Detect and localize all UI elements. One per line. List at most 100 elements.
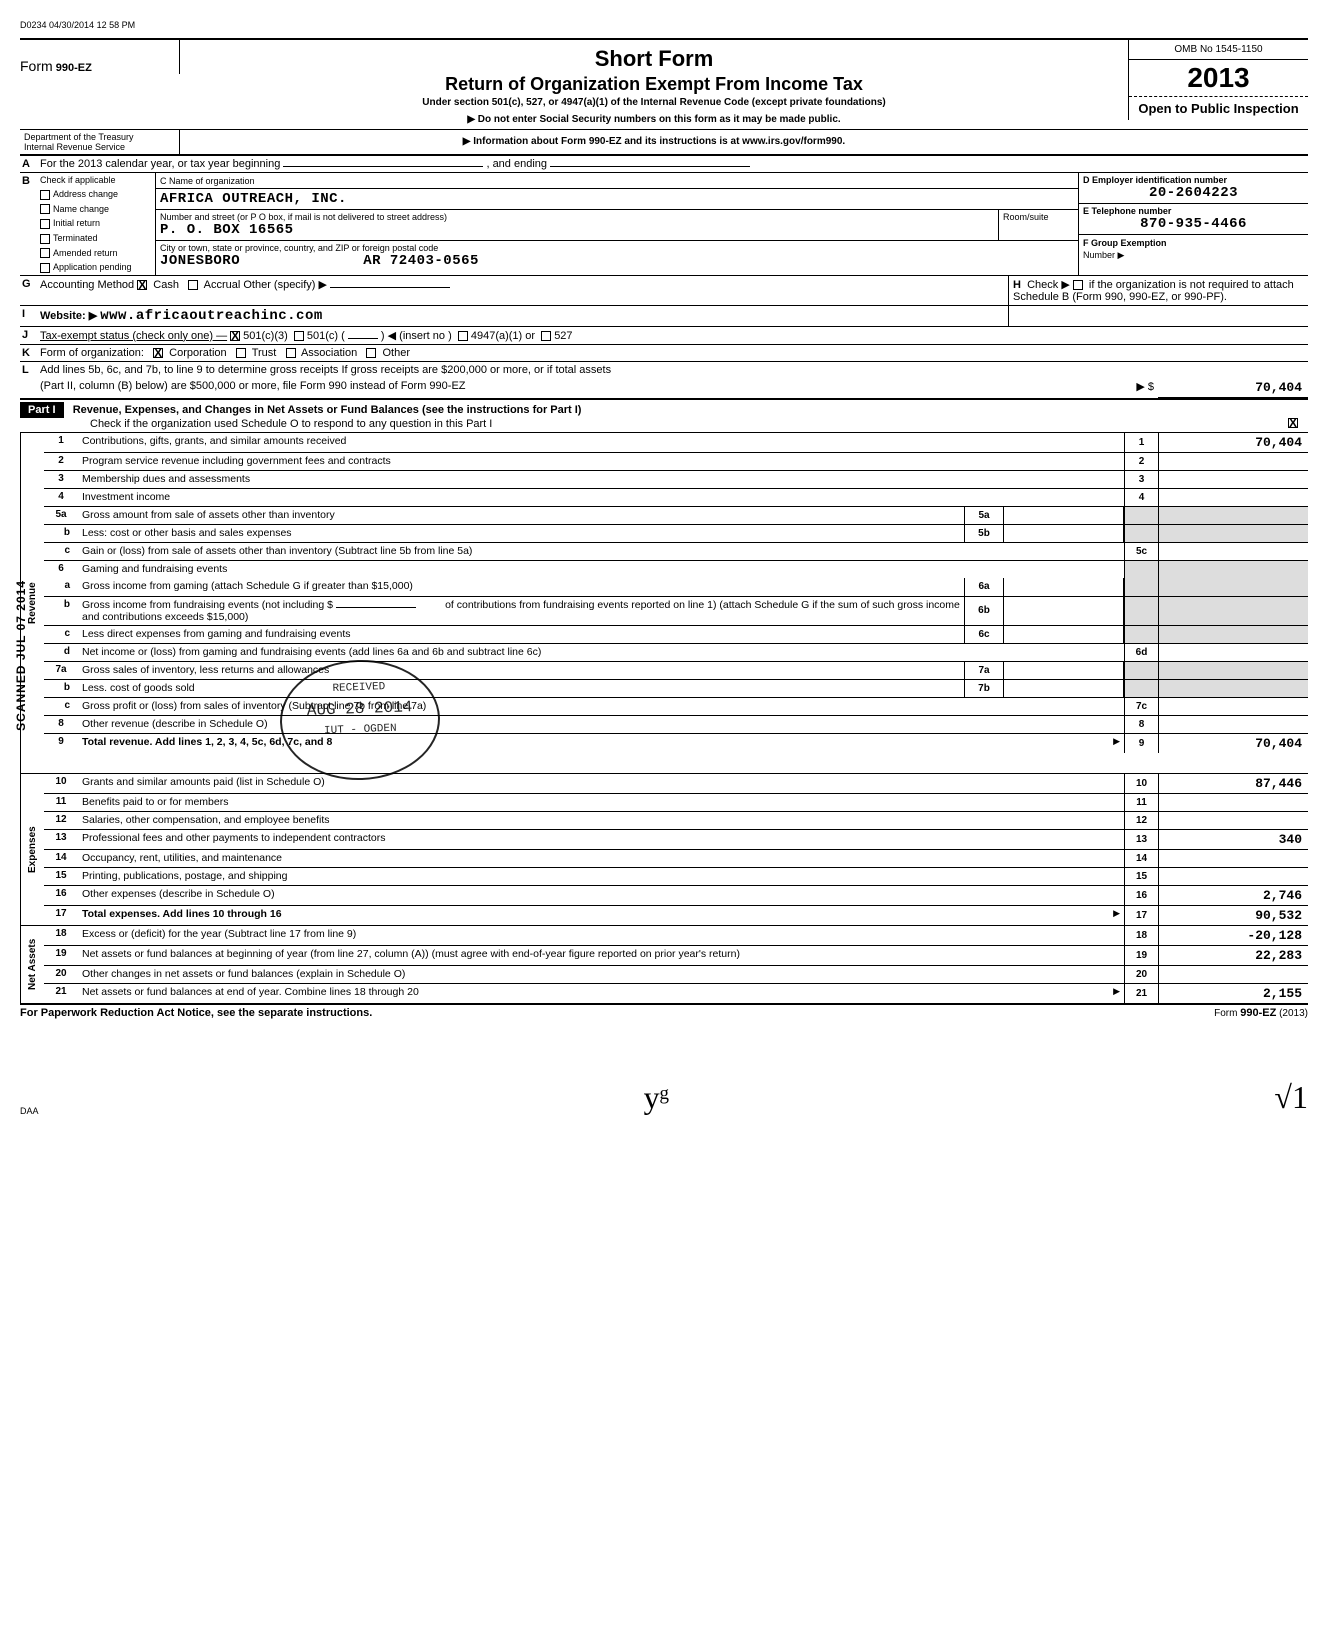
chk-other-org[interactable]	[366, 348, 376, 358]
l2-nb: 2	[1124, 453, 1158, 470]
l18-nb: 18	[1124, 926, 1158, 945]
lbl-insert-no: ) ◀ (insert no )	[381, 330, 452, 342]
l18-val: -20,128	[1158, 926, 1308, 945]
l5a-m: 5a	[964, 507, 1004, 524]
l13-nb: 13	[1124, 830, 1158, 849]
l17-val: 90,532	[1158, 906, 1308, 925]
form-prefix: Form	[20, 58, 53, 74]
l6d-val	[1158, 644, 1308, 661]
l17-nb: 17	[1124, 906, 1158, 925]
l6a-mv[interactable]	[1004, 578, 1124, 596]
l8-nb: 8	[1124, 716, 1158, 733]
lbl-501c3: 501(c)(3)	[243, 330, 288, 342]
l19-desc: Net assets or fund balances at beginning…	[78, 946, 1124, 965]
l2-desc: Program service revenue including govern…	[78, 453, 1124, 470]
l5c-nb: 5c	[1124, 543, 1158, 560]
l16-nb: 16	[1124, 886, 1158, 905]
year-end-field[interactable]	[550, 166, 750, 167]
stamp-org: IUT - OGDEN	[282, 721, 438, 738]
l6d-no: d	[44, 644, 78, 661]
phone-value: 870-935-4466	[1083, 216, 1304, 232]
website-value: www.africaoutreachinc.com	[100, 308, 323, 324]
chk-assoc[interactable]	[286, 348, 296, 358]
l5a-nb	[1124, 507, 1158, 524]
chk-cash[interactable]	[137, 280, 147, 290]
l7a-mv[interactable]	[1004, 662, 1124, 679]
l5b-no: b	[44, 525, 78, 542]
501c-insert[interactable]	[348, 338, 378, 339]
l12-no: 12	[44, 812, 78, 829]
l6-desc: Gaming and fundraising events	[78, 561, 1124, 578]
l1-nb: 1	[1124, 433, 1158, 452]
org-city: JONESBORO	[160, 253, 240, 269]
l5a-mv[interactable]	[1004, 507, 1124, 524]
l6d-nb: 6d	[1124, 644, 1158, 661]
l4-val	[1158, 489, 1308, 506]
chk-name-change[interactable]	[40, 204, 50, 214]
chk-accrual[interactable]	[188, 280, 198, 290]
l5a-val	[1158, 507, 1308, 524]
l13-no: 13	[44, 830, 78, 849]
chk-initial-return[interactable]	[40, 219, 50, 229]
check-if-applicable-label: Check if applicable	[36, 173, 155, 187]
signature-2: √1	[1274, 1079, 1308, 1116]
l2-no: 2	[44, 453, 78, 470]
l21-no: 21	[44, 984, 78, 1003]
l19-no: 19	[44, 946, 78, 965]
l7b-mv[interactable]	[1004, 680, 1124, 697]
g-label: Accounting Method	[40, 279, 134, 291]
chk-address-change[interactable]	[40, 190, 50, 200]
lbl-corp: Corporation	[169, 347, 226, 359]
l21-val: 2,155	[1158, 984, 1308, 1003]
chk-501c[interactable]	[294, 331, 304, 341]
l16-val: 2,746	[1158, 886, 1308, 905]
l11-desc: Benefits paid to or for members	[78, 794, 1124, 811]
chk-schedule-b[interactable]	[1073, 280, 1083, 290]
part1-sub: Check if the organization used Schedule …	[90, 418, 1288, 430]
l7b-desc: Less. cost of goods sold	[78, 680, 964, 697]
chk-schedule-o[interactable]	[1288, 418, 1298, 428]
l6a-m: 6a	[964, 578, 1004, 596]
chk-4947[interactable]	[458, 331, 468, 341]
h-label: Check ▶	[1027, 279, 1070, 291]
l6b-no: b	[44, 597, 78, 625]
chk-terminated[interactable]	[40, 234, 50, 244]
l13-val: 340	[1158, 830, 1308, 849]
room-label: Room/suite	[1003, 212, 1074, 222]
f-label: F Group Exemption	[1083, 238, 1167, 248]
chk-trust[interactable]	[236, 348, 246, 358]
l-text2: (Part II, column (B) below) are $500,000…	[40, 380, 466, 392]
l6c-m: 6c	[964, 626, 1004, 643]
l6b-mv[interactable]	[1004, 597, 1124, 625]
l15-no: 15	[44, 868, 78, 885]
lbl-501c: 501(c) (	[307, 330, 345, 342]
l6c-mv[interactable]	[1004, 626, 1124, 643]
addr-label: Number and street (or P O box, if mail i…	[160, 212, 994, 222]
l21-desc: Net assets or fund balances at end of ye…	[82, 986, 419, 998]
l6b-amount[interactable]	[336, 607, 416, 608]
l17-desc: Total expenses. Add lines 10 through 16	[82, 908, 282, 920]
l4-desc: Investment income	[78, 489, 1124, 506]
l9-arrow-icon: ▶	[1113, 736, 1120, 747]
chk-501c3[interactable]	[230, 331, 240, 341]
l3-nb: 3	[1124, 471, 1158, 488]
l12-val	[1158, 812, 1308, 829]
l4-no: 4	[44, 489, 78, 506]
chk-corp[interactable]	[153, 348, 163, 358]
year-begin-field[interactable]	[283, 166, 483, 167]
j-label: Tax-exempt status (check only one) —	[40, 330, 227, 342]
l5b-m: 5b	[964, 525, 1004, 542]
l10-nb: 10	[1124, 774, 1158, 793]
l5c-desc: Gain or (loss) from sale of assets other…	[78, 543, 1124, 560]
l9-val: 70,404	[1158, 734, 1308, 753]
l14-val	[1158, 850, 1308, 867]
part1-label: Part I	[20, 402, 64, 418]
l1-no: 1	[44, 433, 78, 452]
l5b-mv[interactable]	[1004, 525, 1124, 542]
chk-527[interactable]	[541, 331, 551, 341]
chk-amended[interactable]	[40, 248, 50, 258]
other-method-field[interactable]	[330, 287, 450, 288]
signature-1: yᵍ	[644, 1079, 670, 1116]
chk-pending[interactable]	[40, 263, 50, 273]
l11-val	[1158, 794, 1308, 811]
